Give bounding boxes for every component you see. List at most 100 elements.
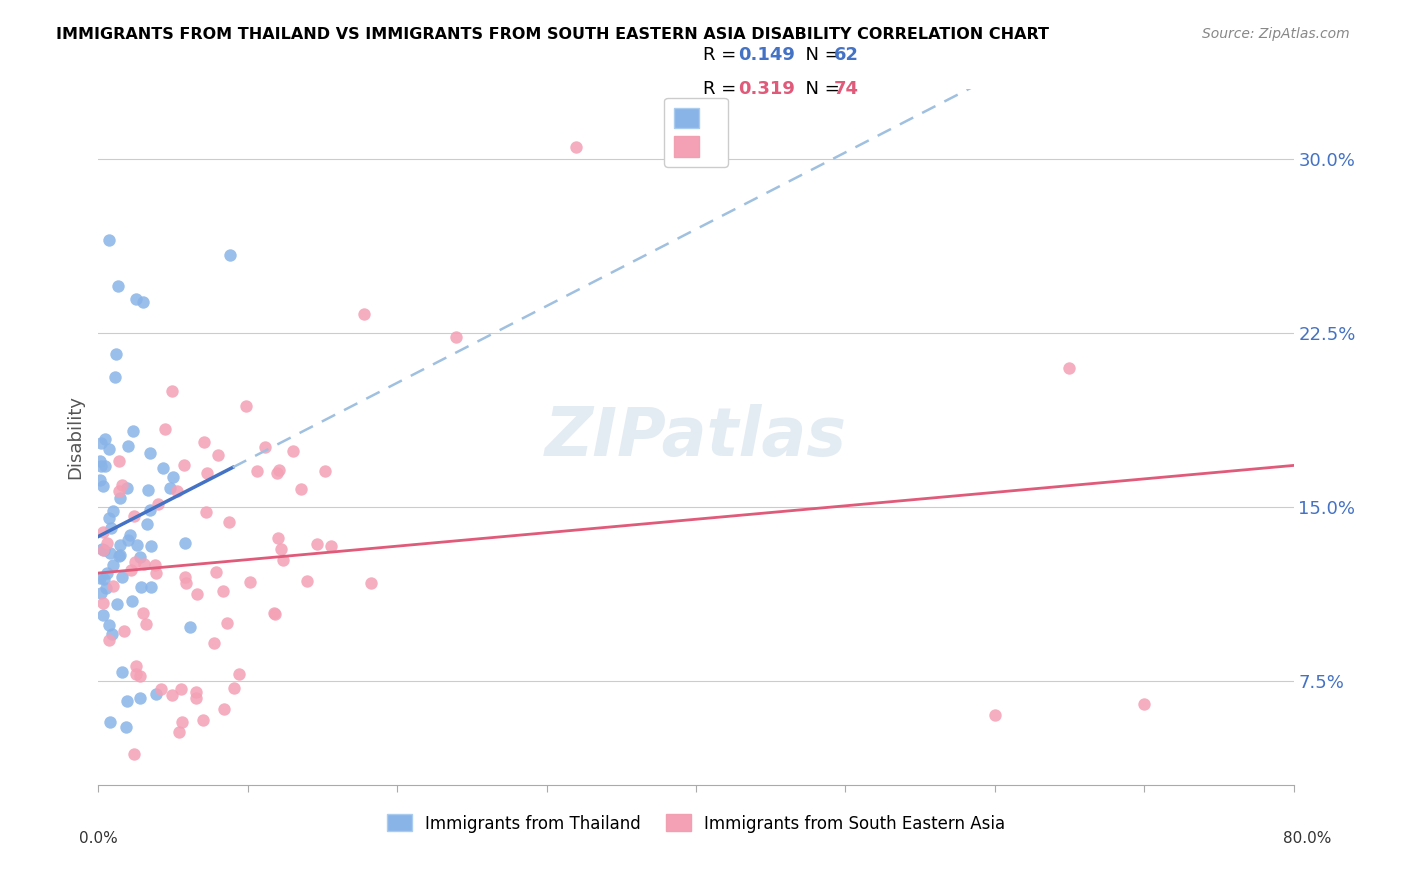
Point [321,539,343,553]
Point [139,580,162,594]
Point [246,464,269,478]
Point [96,536,118,550]
Text: N =: N = [794,80,846,98]
Point [143,558,166,573]
Point [173,570,195,584]
Point [136,516,159,531]
Point [263,606,285,620]
Point [205,565,228,579]
Point [353,307,375,321]
Point [166,483,188,498]
Point [98,510,121,524]
Point [90,435,112,450]
Point [224,681,246,696]
Point [89,473,111,487]
Point [100,521,122,535]
Point [115,481,138,495]
Point [186,587,208,601]
Point [150,682,173,697]
Point [115,693,138,707]
Point [1059,360,1081,375]
Point [125,292,148,306]
Point [101,627,124,641]
Point [108,549,131,563]
Point [267,532,290,546]
Point [90,459,112,474]
Text: R =: R = [703,46,742,64]
Point [111,665,134,679]
Point [145,566,167,580]
Point [110,491,132,505]
Point [97,617,120,632]
Point [266,466,288,480]
Point [218,515,240,529]
Point [96,566,118,580]
Point [115,719,138,733]
Point [263,607,285,621]
Point [90,585,112,599]
Point [101,504,124,518]
Point [253,440,276,454]
Text: 0.149: 0.149 [738,46,794,64]
Text: R =: R = [703,80,742,98]
Point [98,546,121,560]
Point [170,714,193,729]
Point [134,557,156,571]
Point [104,369,127,384]
Point [107,453,129,467]
Point [89,571,111,585]
Point [91,596,114,610]
Point [207,448,229,462]
Point [148,497,170,511]
Point [94,459,117,474]
Point [984,708,1007,723]
Point [97,633,120,648]
Point [191,713,214,727]
Point [184,685,207,699]
Point [125,658,148,673]
Point [162,688,184,702]
Point [125,538,148,552]
Point [108,484,131,499]
Point [131,295,153,310]
Point [267,462,290,476]
Point [91,608,114,623]
Point [211,583,233,598]
Point [98,715,121,730]
Point [117,439,139,453]
Point [94,581,117,595]
Point [170,682,193,697]
Point [169,725,191,739]
Point [108,538,131,552]
Point [128,668,150,682]
Point [93,543,115,558]
Point [89,453,111,467]
Point [215,616,238,631]
Point [124,555,146,569]
Point [129,691,152,706]
Point [139,446,162,460]
Point [212,701,235,715]
Point [139,540,162,554]
Point [174,576,197,591]
Point [152,461,174,475]
Point [103,579,125,593]
Point [297,574,319,588]
Point [128,549,150,564]
Point [290,483,312,497]
Point [97,233,120,247]
Point [271,552,294,566]
Point [173,458,195,472]
Point [105,597,128,611]
Point [108,548,131,562]
Point [283,443,305,458]
Point [218,248,240,262]
Point [138,483,160,497]
Point [145,687,167,701]
Point [117,533,139,547]
Point [122,509,145,524]
Y-axis label: Disability: Disability [66,395,84,479]
Text: Source: ZipAtlas.com: Source: ZipAtlas.com [1202,27,1350,41]
Text: ZIPatlas: ZIPatlas [546,404,846,470]
Point [125,667,148,681]
